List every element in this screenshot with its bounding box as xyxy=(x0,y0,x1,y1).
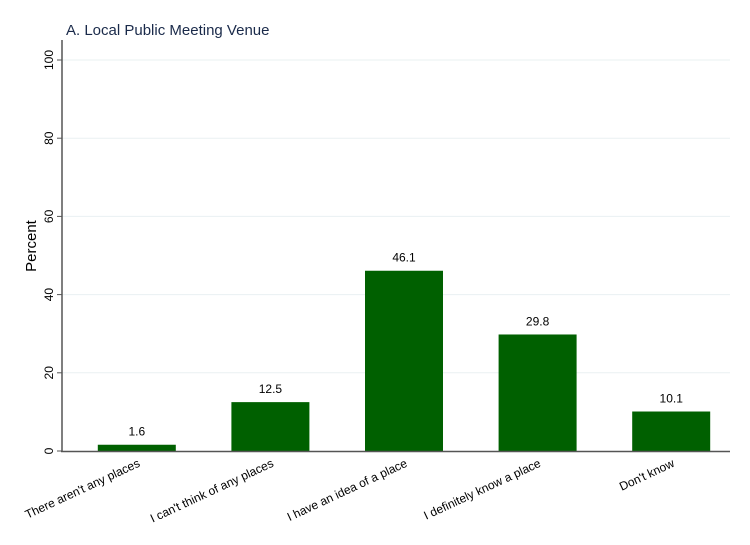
bar xyxy=(632,411,711,451)
x-tick-label: I have an idea of a place xyxy=(285,456,410,524)
x-tick-label: I definitely know a place xyxy=(421,456,543,523)
y-tick-label: 20 xyxy=(42,366,56,380)
bar xyxy=(231,402,310,451)
bar-value-label: 12.5 xyxy=(259,382,283,396)
bar-value-label: 46.1 xyxy=(392,251,416,265)
y-axis-label: Percent xyxy=(23,219,40,272)
y-tick-label: 60 xyxy=(42,209,56,223)
bar xyxy=(97,444,176,451)
chart-title: A. Local Public Meeting Venue xyxy=(66,22,269,39)
bar xyxy=(365,270,443,451)
y-tick-label: 40 xyxy=(42,288,56,302)
y-tick-label: 100 xyxy=(42,50,56,70)
y-tick-label: 80 xyxy=(42,131,56,145)
bar-value-label: 29.8 xyxy=(526,314,550,328)
bar-value-label: 1.6 xyxy=(128,425,145,439)
x-tick-label: Don't know xyxy=(617,456,677,494)
y-tick-label: 0 xyxy=(42,447,56,454)
x-tick-label: I can't think of any places xyxy=(148,456,276,525)
bar-value-label: 10.1 xyxy=(660,392,684,406)
bar xyxy=(498,334,577,451)
x-tick-label: There aren't any places xyxy=(23,456,142,522)
